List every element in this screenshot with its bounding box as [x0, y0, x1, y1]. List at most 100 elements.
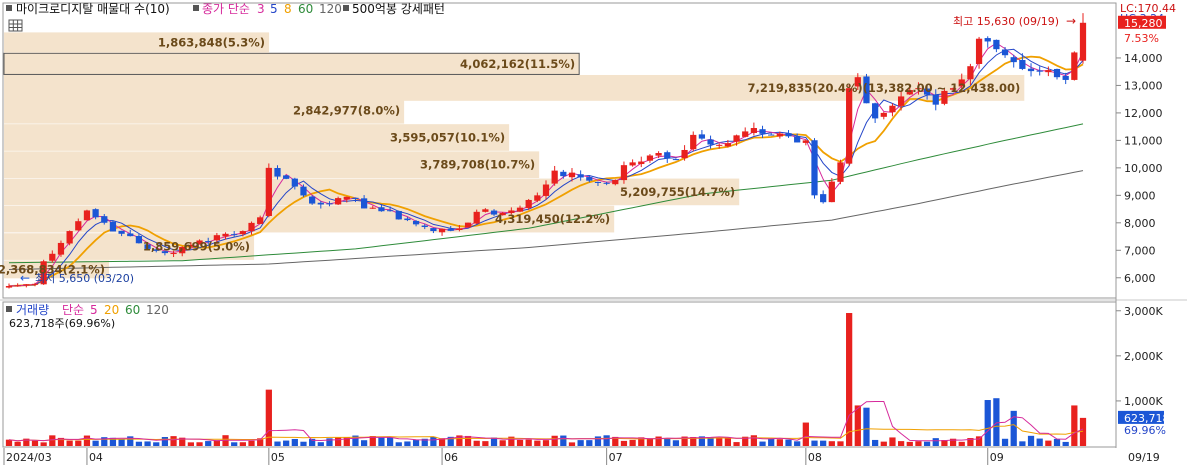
volume-bar[interactable]: [1079, 417, 1087, 446]
volume-bar[interactable]: [170, 436, 177, 446]
candle[interactable]: [906, 90, 913, 95]
candle[interactable]: [681, 149, 688, 159]
volume-bar[interactable]: [464, 435, 472, 446]
candle[interactable]: [430, 228, 437, 232]
volume-bar[interactable]: [179, 437, 186, 446]
volume-bar[interactable]: [1053, 438, 1061, 446]
candle[interactable]: [672, 159, 680, 161]
volume-bar[interactable]: [75, 440, 82, 446]
volume-bar[interactable]: [1062, 441, 1069, 446]
volume-bar[interactable]: [750, 435, 757, 446]
volume-bar[interactable]: [638, 437, 645, 446]
volume-bar[interactable]: [612, 436, 619, 446]
volume-bar[interactable]: [187, 442, 195, 446]
candle[interactable]: [153, 249, 160, 251]
candle[interactable]: [109, 221, 117, 232]
candle[interactable]: [664, 152, 671, 159]
candle[interactable]: [395, 210, 402, 220]
volume-bar[interactable]: [768, 439, 775, 446]
candlestick-layer[interactable]: [5, 13, 1087, 289]
volume-bar[interactable]: [664, 438, 671, 446]
volume-bar[interactable]: [248, 440, 255, 446]
candle[interactable]: [482, 209, 489, 212]
volume-bar[interactable]: [291, 438, 298, 446]
candle[interactable]: [309, 196, 316, 204]
candle[interactable]: [343, 196, 350, 200]
volume-bar[interactable]: [958, 441, 965, 446]
volume-bar[interactable]: [14, 441, 21, 446]
candle[interactable]: [932, 94, 939, 105]
candle[interactable]: [854, 77, 861, 87]
candle[interactable]: [889, 105, 896, 113]
candle[interactable]: [603, 182, 610, 184]
volume-bar[interactable]: [560, 435, 567, 446]
volume-bar[interactable]: [239, 442, 246, 446]
candle[interactable]: [456, 228, 463, 231]
candle[interactable]: [846, 88, 853, 164]
volume-bar[interactable]: [975, 436, 983, 446]
volume-bar[interactable]: [213, 440, 220, 446]
volume-bar[interactable]: [577, 440, 584, 446]
volume-bar[interactable]: [568, 442, 576, 446]
volume-bar[interactable]: [283, 440, 290, 446]
volume-bar[interactable]: [551, 435, 558, 446]
volume-bar[interactable]: [846, 313, 853, 446]
volume-bar[interactable]: [421, 438, 428, 446]
volume-bar[interactable]: [23, 438, 30, 446]
volume-bar[interactable]: [646, 438, 654, 446]
volume-bar-layer[interactable]: [5, 313, 1087, 446]
candle[interactable]: [412, 220, 420, 225]
candle[interactable]: [542, 184, 550, 196]
candle[interactable]: [560, 171, 567, 177]
candle[interactable]: [421, 225, 428, 228]
volume-bar[interactable]: [724, 438, 732, 446]
volume-bar[interactable]: [923, 441, 931, 446]
volume-bar[interactable]: [490, 437, 498, 446]
candle[interactable]: [880, 112, 887, 117]
candle[interactable]: [828, 181, 835, 203]
volume-bar[interactable]: [1045, 440, 1052, 446]
candle[interactable]: [352, 197, 359, 199]
volume-bar[interactable]: [1071, 405, 1078, 446]
volume-bar[interactable]: [326, 438, 333, 446]
volume-bar[interactable]: [66, 440, 73, 446]
volume-bar[interactable]: [508, 436, 515, 446]
candle[interactable]: [516, 207, 524, 212]
volume-bar[interactable]: [309, 438, 316, 446]
candle[interactable]: [179, 247, 186, 254]
volume-bar[interactable]: [620, 440, 628, 446]
candle[interactable]: [205, 241, 212, 243]
candle[interactable]: [551, 170, 558, 184]
volume-bar[interactable]: [672, 440, 680, 446]
candle[interactable]: [291, 178, 298, 187]
candle[interactable]: [863, 76, 870, 104]
candle[interactable]: [196, 240, 203, 245]
volume-bar[interactable]: [5, 439, 13, 446]
candle[interactable]: [473, 211, 480, 224]
volume-bar[interactable]: [733, 442, 740, 446]
volume-bar[interactable]: [161, 437, 169, 446]
volume-bar[interactable]: [698, 436, 706, 446]
volume-bar[interactable]: [534, 440, 541, 446]
candle[interactable]: [66, 231, 73, 244]
candle[interactable]: [386, 210, 394, 212]
volume-bar[interactable]: [681, 436, 688, 446]
volume-bar[interactable]: [430, 436, 437, 446]
volume-bar[interactable]: [1010, 410, 1017, 446]
candle[interactable]: [724, 143, 732, 147]
candle[interactable]: [733, 135, 740, 142]
volume-bar[interactable]: [378, 437, 385, 446]
volume-bar[interactable]: [447, 436, 454, 446]
candle[interactable]: [820, 194, 827, 203]
volume-bar[interactable]: [395, 442, 402, 446]
candle[interactable]: [360, 198, 368, 209]
volume-bar[interactable]: [360, 440, 368, 446]
candle[interactable]: [1019, 59, 1026, 69]
volume-bar[interactable]: [586, 440, 593, 446]
volume-bar[interactable]: [742, 436, 749, 446]
volume-bar[interactable]: [412, 440, 420, 446]
candle[interactable]: [248, 222, 255, 232]
volume-bar[interactable]: [906, 441, 913, 446]
volume-bar[interactable]: [317, 442, 324, 446]
volume-bar[interactable]: [300, 441, 307, 446]
